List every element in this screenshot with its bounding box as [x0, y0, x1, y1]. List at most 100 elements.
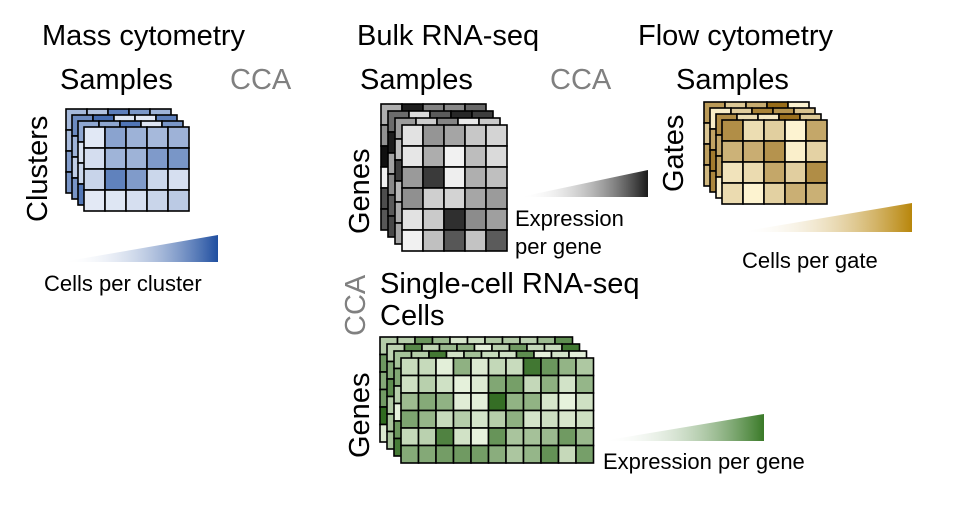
sc-matrix-cell — [557, 392, 577, 412]
sc-matrix-cell — [557, 444, 577, 464]
bulk-matrix-cell — [401, 124, 424, 147]
sc-matrix-cell — [557, 409, 577, 429]
flow-matrix-cell — [763, 161, 786, 184]
flow-matrix-cell — [784, 182, 807, 205]
sc-matrix-cell — [400, 444, 420, 464]
sc-matrix-cell — [575, 409, 595, 429]
sc-matrix-cell — [575, 427, 595, 447]
mass-clusters-label: Clusters — [22, 115, 54, 222]
flow-gradient-wedge — [740, 203, 912, 232]
sc-matrix-cell — [487, 427, 507, 447]
bulk-legend-line2: per gene — [515, 234, 602, 259]
sc-matrix-cell — [575, 392, 595, 412]
sc-matrix-cell — [435, 374, 455, 394]
flow-matrix-cell — [784, 161, 807, 184]
bulk-matrix-cell — [422, 229, 445, 252]
mass-matrix-cell — [104, 147, 127, 170]
bulk-matrix-cell — [464, 208, 487, 231]
sc-matrix-cell — [540, 444, 560, 464]
flow-matrix-cell — [805, 119, 828, 142]
mass-cytometry-title: Mass cytometry — [42, 20, 246, 52]
mass-matrix-cell — [167, 168, 190, 191]
mass-matrix-cell — [146, 147, 169, 170]
flow-cytometry-matrix-stack — [703, 101, 828, 205]
single-cell-title: Single-cell RNA-seq — [380, 268, 640, 300]
sc-matrix-cell — [557, 357, 577, 377]
bulk-matrix-cell — [485, 124, 508, 147]
sc-matrix-cell — [557, 374, 577, 394]
sc-matrix-cell — [522, 427, 542, 447]
bulk-matrix-cell — [401, 229, 424, 252]
sc-genes-label: Genes — [344, 372, 376, 458]
bulk-matrix-cell — [422, 187, 445, 210]
mass-matrix-cell — [104, 168, 127, 191]
bulk-matrix-cell — [443, 166, 466, 189]
mass-samples-label: Samples — [60, 64, 173, 96]
sc-matrix-cell — [435, 409, 455, 429]
flow-legend-label: Cells per gate — [742, 248, 878, 273]
mass-matrix-cell — [146, 168, 169, 191]
flow-matrix-cell — [784, 119, 807, 142]
sc-matrix-cell — [575, 374, 595, 394]
bulk-matrix-cell — [485, 229, 508, 252]
bulk-matrix-cell — [464, 187, 487, 210]
bulk-samples-label: Samples — [360, 64, 473, 96]
mass-matrix-cell — [167, 189, 190, 212]
flow-matrix-cell — [763, 119, 786, 142]
sc-matrix-cell — [470, 427, 490, 447]
sc-matrix-cell — [470, 444, 490, 464]
bulk-matrix-cell — [464, 229, 487, 252]
sc-matrix-cell — [452, 427, 472, 447]
sc-matrix-cell — [435, 392, 455, 412]
sc-cca-label: CCA — [340, 274, 372, 336]
bulk-cca-label: CCA — [550, 64, 612, 96]
flow-matrix-cell — [721, 119, 744, 142]
mass-legend-label: Cells per cluster — [44, 271, 202, 296]
flow-matrix-cell — [742, 119, 765, 142]
flow-matrix-cell — [742, 182, 765, 205]
mass-matrix-cell — [167, 126, 190, 149]
sc-matrix-cell — [417, 427, 437, 447]
sc-matrix-cell — [435, 427, 455, 447]
mass-cca-label: CCA — [230, 64, 292, 96]
bulk-matrix-cell — [422, 208, 445, 231]
sc-matrix-cell — [400, 374, 420, 394]
bulk-matrix-cell — [401, 166, 424, 189]
sc-matrix-cell — [470, 357, 490, 377]
flow-matrix-cell — [721, 140, 744, 163]
sc-matrix-cell — [400, 427, 420, 447]
mass-matrix-cell — [146, 189, 169, 212]
mass-matrix-cell — [83, 189, 106, 212]
flow-matrix-cell — [721, 161, 744, 184]
mass-matrix-cell — [83, 168, 106, 191]
flow-matrix-cell — [742, 140, 765, 163]
sc-matrix-cell — [417, 392, 437, 412]
bulk-matrix-cell — [485, 145, 508, 168]
flow-matrix-cell — [805, 140, 828, 163]
sc-matrix-cell — [435, 357, 455, 377]
sc-matrix-cell — [575, 357, 595, 377]
sc-matrix-cell — [400, 392, 420, 412]
bulk-gradient-wedge — [520, 170, 648, 197]
sc-matrix-cell — [417, 444, 437, 464]
mass-matrix-cell — [125, 126, 148, 149]
mass-matrix-cell — [167, 147, 190, 170]
sc-matrix-cell — [522, 409, 542, 429]
sc-matrix-cell — [452, 357, 472, 377]
mass-matrix-cell — [83, 147, 106, 170]
sc-matrix-cell — [417, 374, 437, 394]
sc-matrix-cell — [522, 444, 542, 464]
bulk-matrix-cell — [464, 145, 487, 168]
sc-matrix-cell — [540, 374, 560, 394]
bulk-matrix-cell — [422, 166, 445, 189]
mass-matrix-cell — [104, 189, 127, 212]
bulk-rnaseq-matrix-stack — [380, 103, 508, 252]
sc-matrix-cell — [452, 392, 472, 412]
mass-cytometry-matrix-stack — [65, 108, 190, 212]
mass-matrix-cell — [146, 126, 169, 149]
sc-matrix-cell — [522, 392, 542, 412]
sc-matrix-cell — [522, 374, 542, 394]
sc-matrix-cell — [505, 409, 525, 429]
sc-matrix-cell — [505, 427, 525, 447]
